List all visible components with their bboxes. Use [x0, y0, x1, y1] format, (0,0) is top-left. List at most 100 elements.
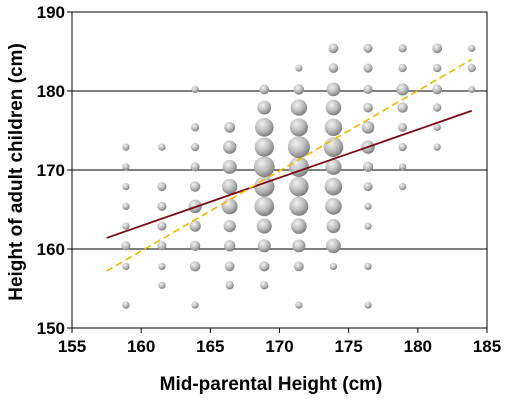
data-point — [257, 239, 271, 253]
data-point — [364, 202, 372, 210]
data-point — [289, 176, 309, 197]
y-tick-labels: 150 160 170 180 190 — [37, 3, 65, 338]
data-point — [189, 261, 201, 272]
data-point — [326, 238, 341, 254]
data-point — [432, 43, 443, 54]
data-point — [326, 82, 341, 97]
data-point — [158, 143, 166, 151]
data-point — [295, 301, 303, 309]
data-point — [325, 99, 342, 116]
data-point — [122, 262, 130, 271]
data-point — [326, 219, 341, 234]
data-point — [433, 63, 442, 73]
data-point — [323, 137, 344, 157]
data-point — [157, 182, 167, 192]
data-point — [158, 262, 166, 271]
data-point — [433, 103, 442, 112]
data-point — [432, 84, 443, 95]
data-point — [122, 163, 130, 171]
data-point — [191, 301, 199, 309]
data-point — [363, 182, 373, 192]
y-tick-label: 180 — [37, 82, 65, 101]
data-point — [433, 123, 441, 131]
data-point — [223, 140, 237, 154]
data-point — [222, 159, 237, 174]
solid-regression-line — [106, 109, 473, 239]
data-point — [398, 142, 407, 152]
data-point — [122, 143, 130, 151]
x-tick-label: 155 — [58, 337, 86, 356]
x-axis-label: Mid-parental Height (cm) — [160, 374, 383, 395]
data-point — [363, 63, 373, 73]
data-point — [224, 240, 236, 252]
data-point — [224, 261, 235, 272]
data-point — [295, 64, 303, 72]
x-tick-label: 160 — [127, 337, 155, 356]
data-point — [363, 43, 373, 53]
data-point — [257, 100, 272, 115]
y-tick-label: 170 — [37, 161, 65, 180]
data-point — [468, 85, 476, 94]
data-point — [122, 182, 130, 191]
data-point — [121, 241, 131, 251]
data-point — [191, 85, 199, 94]
data-point — [190, 142, 200, 152]
data-point — [468, 44, 476, 52]
data-point — [398, 63, 407, 73]
data-point — [254, 118, 274, 137]
data-point — [256, 218, 272, 234]
data-point — [260, 281, 269, 290]
y-axis-label: Height of adult children (cm) — [6, 43, 27, 301]
x-tick-label: 170 — [265, 337, 293, 356]
x-tick-label: 180 — [404, 337, 432, 356]
data-point — [254, 196, 275, 217]
data-point — [254, 137, 274, 157]
data-point — [287, 136, 310, 159]
data-point — [398, 44, 407, 53]
x-tick-label: 175 — [334, 337, 362, 356]
data-point — [224, 121, 236, 133]
x-tick-label: 165 — [196, 337, 224, 356]
data-point — [292, 239, 306, 253]
data-point — [398, 163, 407, 171]
data-point — [328, 63, 339, 73]
data-point — [396, 83, 409, 96]
data-point — [325, 158, 342, 175]
data-point — [190, 162, 200, 172]
data-point — [190, 123, 200, 132]
data-point — [259, 261, 270, 272]
trend-lines — [106, 58, 473, 272]
data-point — [221, 198, 238, 215]
data-point — [363, 84, 373, 94]
data-point — [363, 102, 373, 113]
data-point — [364, 262, 372, 271]
data-point — [222, 178, 238, 195]
data-point — [361, 121, 375, 134]
data-point — [325, 197, 342, 215]
data-point — [259, 84, 270, 95]
data-point — [122, 222, 130, 230]
data-point — [158, 281, 166, 289]
data-point — [189, 220, 201, 232]
data-point — [157, 241, 167, 251]
data-point — [157, 201, 167, 211]
data-point — [290, 99, 308, 116]
data-point — [189, 240, 201, 252]
data-point — [157, 221, 167, 231]
y-tick-label: 190 — [37, 3, 65, 22]
x-tick-label: 185 — [473, 337, 501, 356]
data-point — [329, 262, 338, 271]
data-point — [364, 222, 372, 230]
data-point — [398, 182, 407, 191]
data-point — [293, 84, 305, 95]
data-point — [122, 202, 130, 210]
data-point — [397, 102, 408, 113]
data-point — [364, 301, 372, 309]
data-point — [324, 118, 343, 137]
data-point — [328, 43, 339, 54]
data-point — [289, 118, 308, 137]
data-point — [398, 122, 408, 132]
data-point — [291, 218, 307, 234]
data-point — [433, 143, 441, 151]
